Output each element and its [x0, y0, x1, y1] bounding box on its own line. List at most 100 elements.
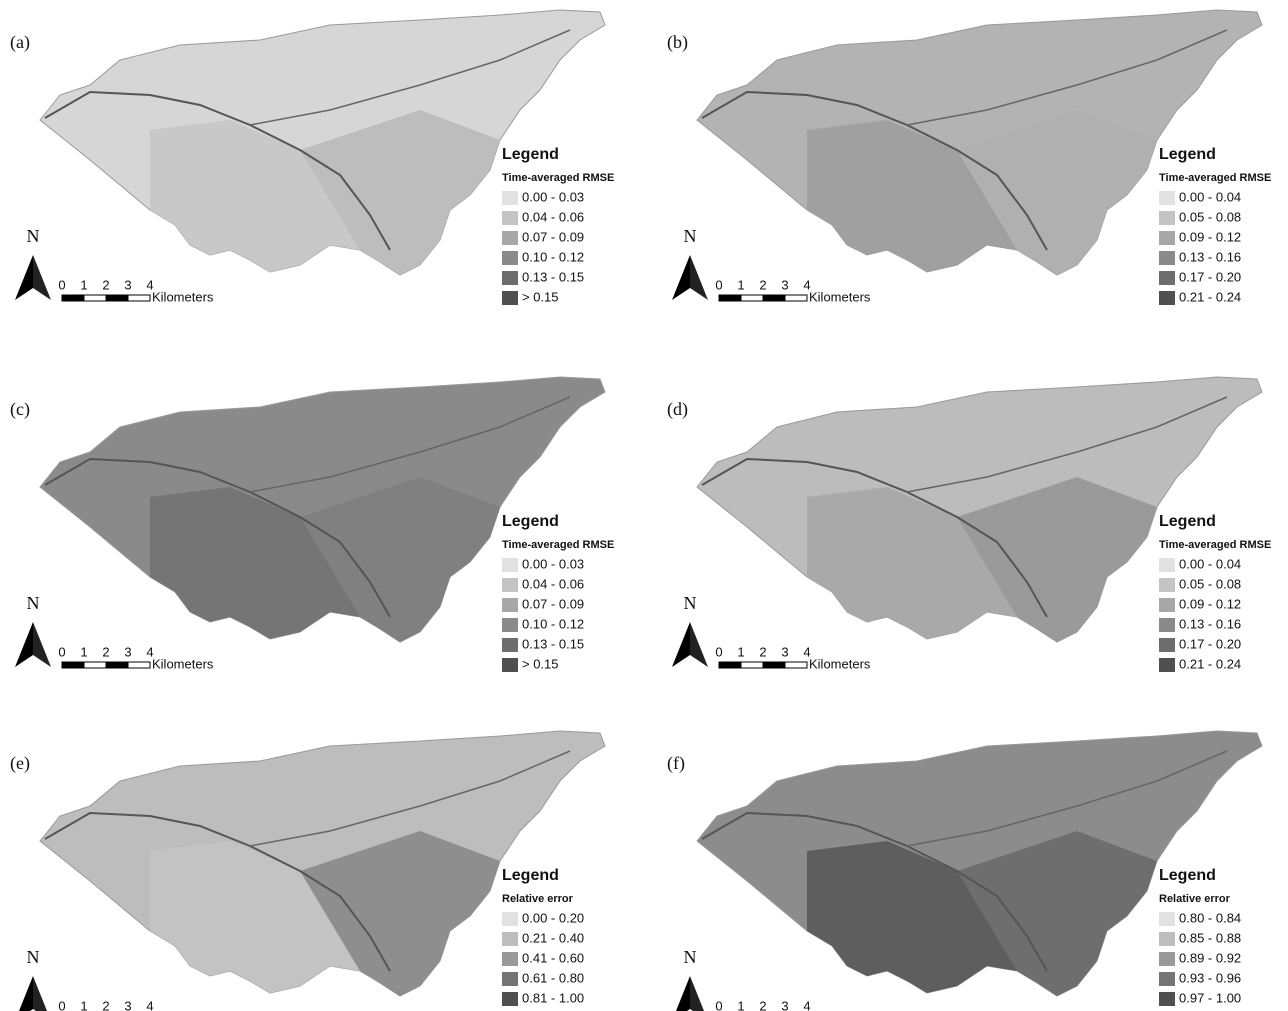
legend-item: 0.93 - 0.96: [1179, 970, 1241, 985]
panel-label: (f): [667, 753, 685, 774]
legend-swatch: [1159, 191, 1175, 205]
scale-tick: 0: [715, 277, 722, 292]
legend-title: Legend: [1159, 513, 1216, 530]
legend-item: 0.81 - 1.00: [522, 990, 584, 1005]
legend-item: 0.10 - 0.12: [522, 616, 584, 631]
legend-title: Legend: [502, 513, 559, 530]
legend-swatch: [1159, 972, 1175, 986]
scale-segment: [62, 295, 84, 301]
legend-item: 0.97 - 1.00: [1179, 990, 1241, 1005]
legend-subtitle: Time-averaged RMSE: [1159, 172, 1271, 184]
legend-item: 0.00 - 0.04: [1179, 189, 1241, 204]
scale-segment: [763, 295, 785, 301]
scale-segment: [84, 662, 106, 668]
north-arrow: [15, 255, 33, 300]
legend-item: 0.05 - 0.08: [1179, 209, 1241, 224]
legend-item: > 0.15: [522, 289, 559, 304]
legend-swatch: [502, 558, 518, 572]
legend-item: 0.13 - 0.16: [1179, 616, 1241, 631]
legend-swatch: [502, 932, 518, 946]
legend-subtitle: Relative error: [1159, 893, 1231, 905]
legend-item: 0.21 - 0.24: [1179, 656, 1241, 671]
legend-item: 0.09 - 0.12: [1179, 596, 1241, 611]
legend-subtitle: Time-averaged RMSE: [1159, 539, 1271, 551]
north-arrow: [15, 976, 33, 1011]
legend-swatch: [502, 291, 518, 305]
scale-segment: [106, 662, 128, 668]
scale-tick: 1: [737, 277, 744, 292]
north-arrow: [672, 976, 690, 1011]
legend-item: 0.17 - 0.20: [1179, 269, 1241, 284]
scale-segment: [62, 662, 84, 668]
scale-unit: Kilometers: [809, 656, 871, 671]
scale-tick: 0: [58, 644, 65, 659]
scale-segment: [785, 662, 807, 668]
scale-segment: [741, 662, 763, 668]
north-label: N: [27, 226, 40, 246]
legend-swatch: [502, 972, 518, 986]
legend-swatch: [1159, 618, 1175, 632]
legend-item: 0.89 - 0.92: [1179, 950, 1241, 965]
north-arrow: [672, 255, 690, 300]
scale-unit: Kilometers: [152, 289, 214, 304]
legend-item: 0.04 - 0.06: [522, 576, 584, 591]
north-label: N: [27, 593, 40, 613]
scale-segment: [106, 295, 128, 301]
map-panel: (c)LegendTime-averaged RMSE0.00 - 0.030.…: [10, 377, 614, 672]
scale-segment: [128, 662, 150, 668]
north-arrow: [33, 255, 51, 300]
north-arrow: [33, 622, 51, 667]
scale-tick: 4: [803, 998, 810, 1011]
legend-item: 0.13 - 0.15: [522, 269, 584, 284]
legend-swatch: [502, 231, 518, 245]
legend-swatch: [502, 211, 518, 225]
legend-swatch: [1159, 271, 1175, 285]
legend-subtitle: Time-averaged RMSE: [502, 172, 614, 184]
scale-tick: 3: [124, 277, 131, 292]
legend-swatch: [502, 912, 518, 926]
legend-item: 0.41 - 0.60: [522, 950, 584, 965]
north-arrow: [690, 976, 708, 1011]
scale-tick: 2: [759, 998, 766, 1011]
north-label: N: [684, 593, 697, 613]
legend-swatch: [502, 952, 518, 966]
legend-item: 0.13 - 0.15: [522, 636, 584, 651]
scale-tick: 2: [759, 277, 766, 292]
legend-swatch: [1159, 658, 1175, 672]
scale-tick: 0: [58, 277, 65, 292]
legend-swatch: [1159, 251, 1175, 265]
legend-item: 0.21 - 0.40: [522, 930, 584, 945]
scale-tick: 1: [80, 998, 87, 1011]
scale-tick: 3: [781, 644, 788, 659]
north-arrow: [690, 255, 708, 300]
legend-item: 0.00 - 0.03: [522, 556, 584, 571]
legend-item: 0.13 - 0.16: [1179, 249, 1241, 264]
legend-swatch: [502, 638, 518, 652]
legend-item: 0.00 - 0.03: [522, 189, 584, 204]
legend-item: 0.80 - 0.84: [1179, 910, 1241, 925]
scale-tick: 0: [715, 998, 722, 1011]
legend-swatch: [1159, 952, 1175, 966]
legend-item: > 0.15: [522, 656, 559, 671]
scale-unit: Kilometers: [152, 656, 214, 671]
scale-tick: 3: [781, 998, 788, 1011]
north-arrow: [672, 622, 690, 667]
legend-swatch: [502, 271, 518, 285]
legend-swatch: [502, 598, 518, 612]
north-arrow: [33, 976, 51, 1011]
scale-tick: 0: [715, 644, 722, 659]
legend-swatch: [1159, 578, 1175, 592]
legend-item: 0.85 - 0.88: [1179, 930, 1241, 945]
legend-swatch: [1159, 598, 1175, 612]
legend-title: Legend: [1159, 146, 1216, 163]
scale-tick: 2: [102, 644, 109, 659]
legend-item: 0.09 - 0.12: [1179, 229, 1241, 244]
scale-tick: 1: [80, 277, 87, 292]
legend-swatch: [502, 992, 518, 1006]
north-arrow: [15, 622, 33, 667]
legend-item: 0.00 - 0.20: [522, 910, 584, 925]
